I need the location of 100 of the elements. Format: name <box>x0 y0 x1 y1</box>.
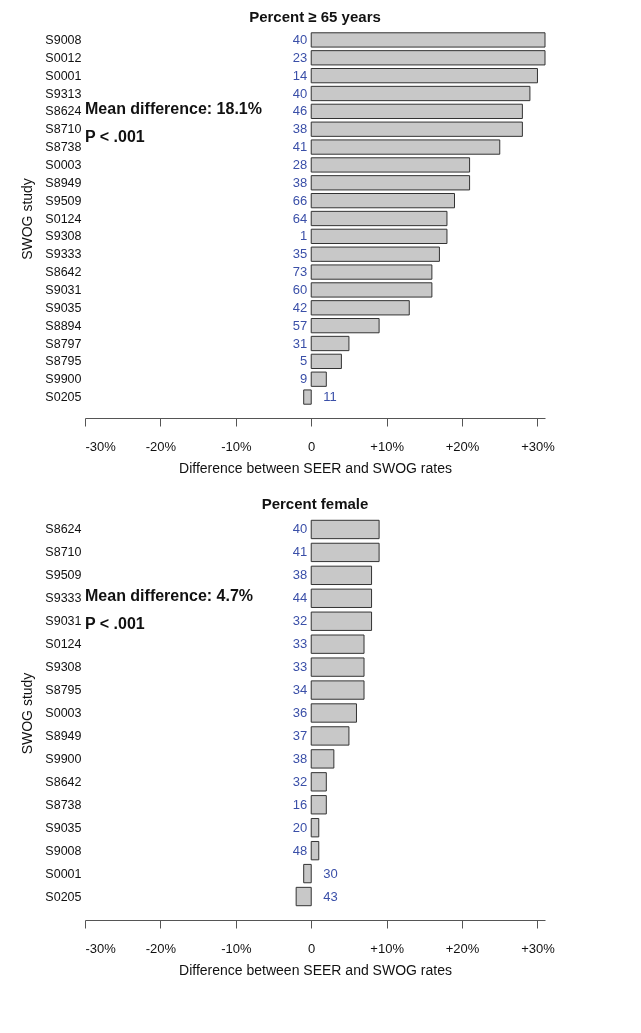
annotation: 66 <box>292 192 308 208</box>
bar <box>310 264 433 280</box>
annotation: 5 <box>300 353 308 369</box>
y-tick-label: S8795 <box>45 683 82 698</box>
bar <box>310 703 357 723</box>
bar <box>310 32 546 48</box>
y-tick-label: S0012 <box>45 50 82 65</box>
bar <box>310 228 448 244</box>
y-tick-label: S9308 <box>45 229 82 244</box>
annotation: 33 <box>292 659 308 675</box>
y-tick-label: S8642 <box>45 774 82 789</box>
annotation: 23 <box>292 49 308 65</box>
y-tick-label: S9008 <box>45 32 82 47</box>
annotation: 30 <box>323 865 338 881</box>
y-tick-label: S8949 <box>45 175 82 190</box>
bar <box>310 840 320 861</box>
annotation: 43 <box>323 888 338 904</box>
x-tick-label: -10% <box>221 438 252 454</box>
x-axis-title: Difference between SEER and SWOG rates <box>179 459 452 476</box>
x-tick-label: +30% <box>521 438 556 454</box>
y-tick-label: S8710 <box>45 122 82 137</box>
y-tick-label: S9509 <box>45 193 82 208</box>
annotation: 38 <box>292 174 308 190</box>
bar <box>310 246 440 262</box>
bar <box>310 85 531 102</box>
y-tick-label: S8894 <box>45 318 82 333</box>
bar <box>310 772 327 792</box>
annotation: 14 <box>292 67 308 83</box>
annotation: 32 <box>292 613 308 629</box>
y-tick-label: S0124 <box>45 211 82 226</box>
bar <box>310 157 471 173</box>
x-tick-label: -30% <box>85 940 117 956</box>
annotation: 32 <box>292 773 308 789</box>
annotation: 41 <box>292 139 308 155</box>
annotation: 40 <box>292 521 308 537</box>
annotation: 31 <box>292 335 308 351</box>
y-axis-title: SWOG study <box>19 672 36 755</box>
y-tick-label: S9509 <box>45 568 82 583</box>
annotation: 40 <box>292 31 308 47</box>
bar <box>310 565 373 586</box>
y-tick-label: S9308 <box>45 660 82 675</box>
annotation: 16 <box>292 796 308 812</box>
annotation: 38 <box>292 567 308 583</box>
bar <box>310 103 523 119</box>
y-tick-label: S8795 <box>45 354 82 369</box>
chart-title: Percent female <box>261 495 369 512</box>
bar <box>310 726 350 746</box>
annotation: 64 <box>292 210 308 226</box>
y-tick-label: S0205 <box>45 889 82 904</box>
bar <box>310 68 538 84</box>
bar <box>295 886 312 907</box>
bar <box>310 335 350 352</box>
bar <box>310 657 365 677</box>
bar <box>310 139 501 155</box>
x-tick-label: +20% <box>445 438 480 454</box>
y-tick-label: S8949 <box>45 728 82 743</box>
annotation: 57 <box>292 317 308 333</box>
y-tick-label: S9900 <box>45 372 82 387</box>
bar <box>310 588 373 608</box>
y-tick-label: S0003 <box>45 706 82 720</box>
bar <box>310 318 380 334</box>
bar <box>310 680 365 700</box>
x-tick-label: +30% <box>521 940 556 956</box>
annotation: 42 <box>292 299 308 315</box>
annotation: P < .001 <box>85 615 145 632</box>
bar <box>310 371 327 387</box>
bar <box>310 749 335 769</box>
bar <box>310 818 320 838</box>
y-tick-label: S9313 <box>45 86 82 101</box>
y-tick-label: S0124 <box>45 637 82 652</box>
y-tick-label: S9031 <box>45 614 82 629</box>
x-tick-label: -10% <box>221 940 252 956</box>
bar <box>310 795 327 815</box>
x-axis-title: Difference between SEER and SWOG rates <box>179 961 452 978</box>
annotation: 28 <box>292 156 308 172</box>
annotation: 46 <box>292 103 308 119</box>
y-tick-label: S9035 <box>45 820 82 835</box>
x-tick-label: 0 <box>308 438 316 454</box>
x-tick-label: -20% <box>145 438 177 454</box>
annotation: 41 <box>292 544 308 560</box>
y-tick-label: S8624 <box>45 522 82 537</box>
bar <box>310 519 380 540</box>
annotation: 20 <box>292 819 308 835</box>
y-tick-label: S9031 <box>45 282 82 297</box>
bar <box>310 50 546 66</box>
y-tick-label: S0003 <box>45 157 82 172</box>
x-tick-label: +20% <box>445 940 480 956</box>
y-tick-label: S9333 <box>45 247 82 262</box>
y-tick-label: S8797 <box>45 336 82 351</box>
annotation: P < .001 <box>85 128 145 145</box>
annotation: 60 <box>292 281 308 297</box>
bar <box>310 210 448 227</box>
y-tick-label: S0001 <box>45 866 82 881</box>
y-tick-label: S9333 <box>45 591 82 606</box>
bar <box>310 634 365 654</box>
y-tick-label: S8624 <box>45 104 82 119</box>
annotation: 33 <box>292 636 308 652</box>
annotation: 37 <box>292 727 308 743</box>
annotation: 40 <box>292 85 308 101</box>
bar <box>310 121 523 137</box>
